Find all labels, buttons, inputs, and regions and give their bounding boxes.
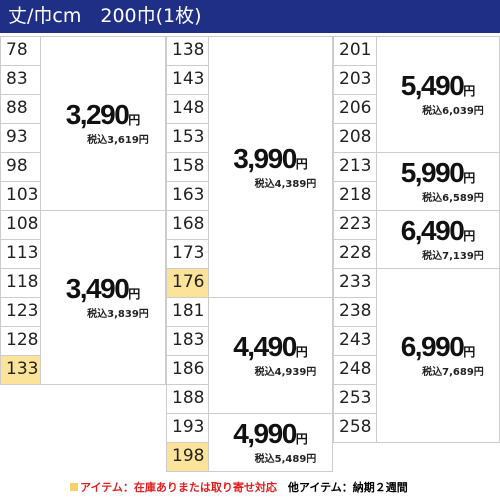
price-cell: 5,490円 税込6,039円 [376,36,500,153]
currency: 円 [463,229,476,243]
size-cell: 176 [166,268,209,298]
size-cell: 243 [333,326,377,356]
size-cell: 138 [166,36,209,66]
legend-swatch [70,483,78,491]
size-cell: 113 [0,239,41,269]
size-cell: 143 [166,65,209,95]
size-cell: 188 [166,384,209,414]
currency: 円 [128,287,141,301]
price: 6,490円 [401,216,476,251]
currency: 円 [295,345,308,359]
size-cell: 203 [333,65,377,95]
size-cell: 253 [333,384,377,414]
tax-price: 税込6,039円 [422,106,484,117]
note: 他アイテム：納期２週間 [287,481,408,494]
size-cell: 201 [333,36,377,66]
price-value: 5,490 [400,70,465,101]
size-cell: 123 [0,297,41,327]
size-cell: 128 [0,326,41,356]
tax-price: 税込4,389円 [254,178,317,190]
size-cell: 83 [0,65,41,95]
price: 5,990円 [401,158,476,193]
size-cell: 218 [333,181,377,211]
tax-price: 税込7,139円 [422,251,484,262]
tax-price: 税込3,619円 [87,135,149,146]
size-cell: 103 [0,181,41,211]
size-cell: 133 [0,355,41,385]
price-value: 3,490 [65,273,130,304]
price-value: 6,490 [400,215,465,246]
header-title: 丈/巾cm 200巾(1枚) [0,0,500,33]
size-cell: 88 [0,94,41,124]
size-cell: 233 [333,268,377,298]
price: 3,990円 [233,142,308,179]
size-cell: 213 [333,152,377,182]
size-cell: 153 [166,123,209,153]
size-cell: 108 [0,210,41,240]
price-cell: 6,990円 税込7,689円 [376,268,500,443]
currency: 円 [295,156,308,171]
size-cell: 93 [0,123,41,153]
currency: 円 [463,84,476,98]
price-cell: 4,490円 税込4,939円 [208,297,333,414]
size-cell: 173 [166,239,209,269]
price-cell: 5,990円 税込6,589円 [376,152,500,211]
tax-price: 税込4,939円 [254,367,317,378]
note: アイテム：在庫ありまたは取り寄せ対応 [80,481,277,494]
size-cell: 148 [166,94,209,124]
size-cell: 238 [333,297,377,327]
size-cell: 163 [166,181,209,211]
price-cell: 3,490円 税込3,839円 [40,210,166,385]
price-cell: 3,290円 税込3,619円 [40,36,166,211]
size-cell: 118 [0,268,41,298]
currency: 円 [295,432,308,446]
size-cell: 193 [166,413,209,443]
price-cell: 4,990円 税込5,489円 [208,413,333,472]
price-value: 3,990 [233,142,297,174]
size-cell: 198 [166,442,209,472]
footer: アイテム：在庫ありまたは取り寄せ対応 他アイテム：納期２週間 [70,479,408,495]
size-cell: 248 [333,355,377,385]
tax-price: 税込7,689円 [422,367,484,378]
size-cell: 183 [166,326,209,356]
price-value: 4,490 [233,331,297,362]
tax-price: 税込3,839円 [87,309,149,320]
currency: 円 [128,113,141,127]
price-value: 3,290 [65,99,130,130]
price-cell: 6,490円 税込7,139円 [376,210,500,269]
size-cell: 158 [166,152,209,182]
size-cell: 181 [166,297,209,327]
price: 5,490円 [401,71,476,106]
price: 4,990円 [233,419,308,454]
size-cell: 98 [0,152,41,182]
size-cell: 223 [333,210,377,240]
price-value: 6,990 [400,331,465,362]
tax-price: 税込6,589円 [422,193,484,204]
size-cell: 206 [333,94,377,124]
currency: 円 [463,345,476,359]
size-cell: 168 [166,210,209,240]
price: 6,990円 [401,332,476,367]
tax-price: 税込5,489円 [254,454,317,465]
price-value: 4,990 [233,418,297,449]
size-cell: 228 [333,239,377,269]
price-value: 5,990 [400,157,465,188]
size-cell: 258 [333,413,377,443]
size-cell: 208 [333,123,377,153]
size-cell: 78 [0,36,41,66]
price: 3,290円 [66,100,141,135]
price: 4,490円 [233,332,308,367]
price-cell: 3,990円 税込4,389円 [208,36,333,298]
size-cell: 186 [166,355,209,385]
price: 3,490円 [66,274,141,309]
currency: 円 [463,171,476,185]
